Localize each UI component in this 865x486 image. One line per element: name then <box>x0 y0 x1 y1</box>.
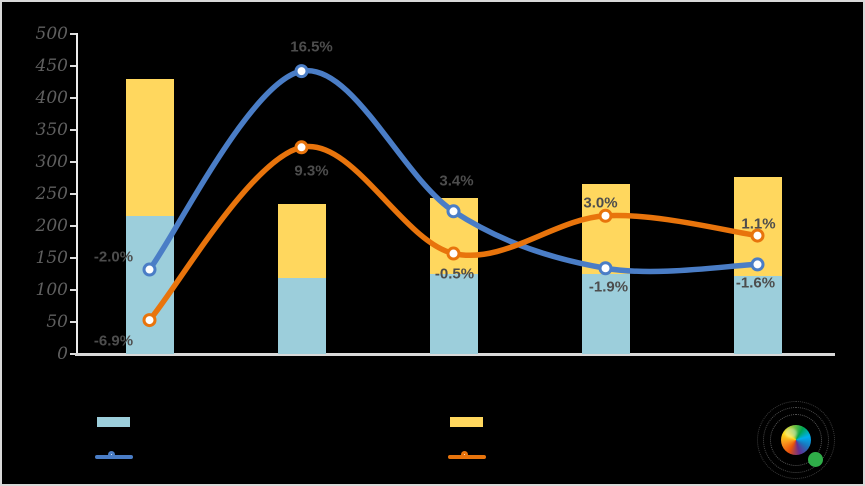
y-tick-label: 500 <box>35 24 68 44</box>
orange-line-data-label: 3.0% <box>583 194 618 212</box>
legend-line-marker <box>461 451 468 458</box>
x-axis-line <box>75 353 835 356</box>
y-tick-mark <box>70 33 77 35</box>
blue-line-data-label: 16.5% <box>290 38 333 56</box>
orange-line-data-label: 1.1% <box>741 215 776 233</box>
y-tick-label: 150 <box>35 248 68 268</box>
y-tick-mark <box>70 193 77 195</box>
bar-segment-bottom-segment <box>277 278 326 354</box>
y-tick-mark <box>70 289 77 291</box>
company-logo <box>756 400 836 480</box>
bar-segment-bottom-segment <box>429 274 478 354</box>
orange-line-marker <box>294 140 309 155</box>
y-tick-mark <box>70 65 77 67</box>
y-tick-label: 250 <box>35 184 68 204</box>
orange-line-data-label: 9.3% <box>294 162 329 180</box>
legend-line-swatch <box>448 450 486 464</box>
blue-line-data-label: 3.4% <box>439 172 474 190</box>
legend-bar-swatch <box>450 417 483 427</box>
legend-bar-swatch <box>97 417 130 427</box>
y-tick-mark <box>70 161 77 163</box>
y-tick-label: 100 <box>35 280 68 300</box>
y-tick-mark <box>70 257 77 259</box>
y-tick-label: 0 <box>57 344 68 364</box>
logo-text-halo-middle <box>763 407 829 473</box>
blue-line-data-label: -2.0% <box>93 248 134 266</box>
y-tick-mark <box>70 129 77 131</box>
logo-text-halo-outer <box>757 401 835 479</box>
blue-line-data-label: -1.6% <box>735 274 776 292</box>
orange-line-data-label: -0.5% <box>434 265 475 283</box>
logo-green-dot-icon <box>808 452 823 467</box>
y-tick-label: 400 <box>35 88 68 108</box>
logo-globe-icon <box>781 425 811 455</box>
legend-line-stroke <box>95 455 133 459</box>
bar-segment-top-segment <box>429 198 478 274</box>
y-tick-mark <box>70 353 77 355</box>
y-tick-mark <box>70 321 77 323</box>
y-axis-line <box>76 33 78 355</box>
y-tick-label: 50 <box>46 312 68 332</box>
legend-line-marker <box>108 451 115 458</box>
blue-line-data-label: -1.9% <box>588 278 629 296</box>
y-tick-label: 350 <box>35 120 68 140</box>
bar-segment-top-segment <box>277 204 326 279</box>
logo-text-halo-inner <box>770 414 822 466</box>
y-tick-label: 300 <box>35 152 68 172</box>
y-tick-label: 200 <box>35 216 68 236</box>
legend-line-stroke <box>448 455 486 459</box>
orange-line-data-label: -6.9% <box>93 332 134 350</box>
bar-segment-top-segment <box>125 78 174 217</box>
blue-line-marker <box>294 64 309 79</box>
legend-line-swatch <box>95 450 133 464</box>
y-tick-mark <box>70 225 77 227</box>
y-tick-mark <box>70 97 77 99</box>
y-tick-label: 450 <box>35 56 68 76</box>
